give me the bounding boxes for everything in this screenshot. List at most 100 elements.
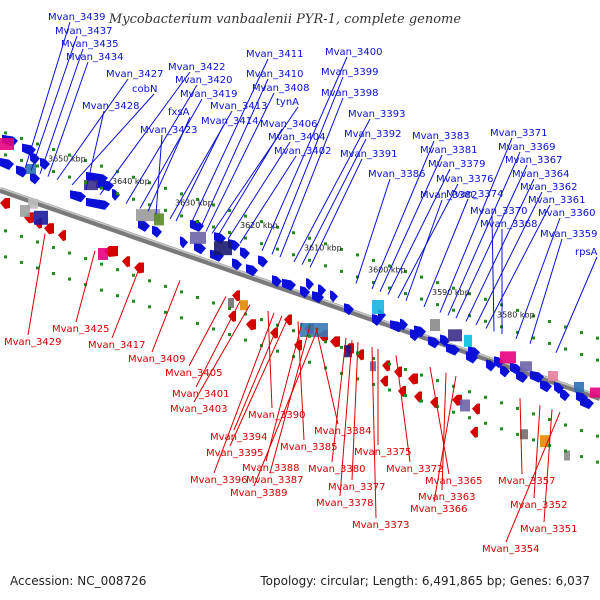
forward-gene-label[interactable]: Mvan_3371 <box>490 128 547 139</box>
forward-gene-label[interactable]: Mvan_3422 <box>168 62 225 73</box>
forward-gene-label[interactable]: cobN <box>132 84 157 95</box>
forward-gene-label[interactable]: Mvan_3439 <box>48 12 105 23</box>
reverse-gene-label[interactable]: Mvan_3363 <box>418 492 475 503</box>
forward-gene-label[interactable]: Mvan_3410 <box>246 69 303 80</box>
forward-gene-label[interactable]: Mvan_3359 <box>540 229 597 240</box>
gene-leader-line <box>147 116 191 212</box>
forward-gene-label[interactable]: Mvan_3381 <box>420 145 477 156</box>
reverse-gene-label[interactable]: Mvan_3429 <box>4 337 61 348</box>
forward-gene-label[interactable]: Mvan_3420 <box>175 75 232 86</box>
forward-gene-arrow <box>560 389 570 402</box>
scale-tick <box>308 236 311 240</box>
gene-leader-line <box>315 327 339 425</box>
forward-gene-label[interactable]: Mvan_3361 <box>528 195 585 206</box>
reverse-gene-label[interactable]: Mvan_3366 <box>410 504 467 515</box>
reverse-gene-label[interactable]: Mvan_3365 <box>425 476 482 487</box>
forward-gene-label[interactable]: Mvan_3423 <box>140 125 197 136</box>
forward-gene-label[interactable]: Mvan_3428 <box>82 101 139 112</box>
forward-gene-label[interactable]: Mvan_3419 <box>180 89 237 100</box>
reverse-gene-label[interactable]: Mvan_3394 <box>210 432 267 443</box>
scale-tick <box>356 253 359 257</box>
reverse-gene-label[interactable]: Mvan_3425 <box>52 324 109 335</box>
forward-gene-arrow <box>410 329 420 342</box>
kbp-marker: 3620 kbp <box>240 221 278 230</box>
reverse-gene-label[interactable]: Mvan_3389 <box>230 488 287 499</box>
reverse-gene-label[interactable]: Mvan_3378 <box>316 498 373 509</box>
gene-leader-line <box>217 128 283 236</box>
forward-gene-label[interactable]: Mvan_3379 <box>428 159 485 170</box>
reverse-gene-label[interactable]: Mvan_3390 <box>248 410 305 421</box>
forward-gene-label[interactable]: Mvan_3393 <box>348 109 405 120</box>
forward-gene-label[interactable]: Mvan_3391 <box>340 149 397 160</box>
reverse-gene-arrow <box>380 375 388 387</box>
forward-gene-label[interactable]: tynA <box>276 97 299 108</box>
scale-tick <box>4 153 7 157</box>
scale-tick <box>36 266 39 270</box>
forward-gene-label[interactable]: Mvan_3386 <box>368 169 425 180</box>
forward-gene-label[interactable]: Mvan_3406 <box>260 119 317 130</box>
forward-gene-label[interactable]: Mvan_3414 <box>201 116 258 127</box>
forward-gene-label[interactable]: Mvan_3402 <box>274 146 331 157</box>
forward-gene-label[interactable]: Mvan_3427 <box>106 69 163 80</box>
scale-tick <box>404 394 407 398</box>
reverse-gene-label[interactable]: Mvan_3357 <box>498 476 555 487</box>
forward-gene-label[interactable]: Mvan_3411 <box>246 49 303 60</box>
scale-tick <box>228 209 231 213</box>
forward-gene-label[interactable]: Mvan_3413 <box>210 101 267 112</box>
forward-gene-label[interactable]: Mvan_3364 <box>512 169 569 180</box>
gene-leader-line <box>75 250 96 323</box>
reverse-gene-label[interactable]: Mvan_3352 <box>510 500 567 511</box>
forward-gene-label[interactable]: Mvan_3374 <box>446 189 503 200</box>
forward-gene-label[interactable]: Mvan_3398 <box>321 88 378 99</box>
scale-tick <box>20 136 23 140</box>
reverse-gene-label[interactable]: Mvan_3409 <box>128 354 185 365</box>
forward-gene-label[interactable]: rpsA <box>575 247 598 258</box>
scale-tick <box>596 358 599 362</box>
forward-gene-label[interactable]: Mvan_3404 <box>268 132 325 143</box>
reverse-gene-label[interactable]: Mvan_3385 <box>280 442 337 453</box>
forward-gene-label[interactable]: Mvan_3392 <box>344 129 401 140</box>
scale-tick <box>564 423 567 427</box>
reverse-gene-label[interactable]: Mvan_3403 <box>170 404 227 415</box>
forward-gene-label[interactable]: Mvan_3370 <box>470 206 527 217</box>
reverse-gene-label[interactable]: Mvan_3396 <box>190 475 247 486</box>
forward-gene-label[interactable]: Mvan_3382 <box>420 190 477 201</box>
forward-gene-label[interactable]: Mvan_3399 <box>321 67 378 78</box>
forward-gene-arrow <box>180 236 188 249</box>
forward-gene-label[interactable]: Mvan_3376 <box>436 174 493 185</box>
reverse-gene-label[interactable]: Mvan_3395 <box>206 448 263 459</box>
forward-gene-label[interactable]: Mvan_3367 <box>505 155 562 166</box>
reverse-gene-label[interactable]: Mvan_3375 <box>354 447 411 458</box>
forward-gene-label[interactable]: Mvan_3437 <box>55 26 112 37</box>
reverse-gene-label[interactable]: Mvan_3351 <box>520 524 577 535</box>
forward-gene-label[interactable]: Mvan_3434 <box>66 52 123 63</box>
forward-gene-label[interactable]: Mvan_3400 <box>325 47 382 58</box>
forward-gene-label[interactable]: Mvan_3360 <box>538 208 595 219</box>
gene-leader-line <box>351 342 359 481</box>
reverse-gene-label[interactable]: Mvan_3372 <box>386 464 443 475</box>
reverse-gene-label[interactable]: Mvan_3401 <box>172 389 229 400</box>
forward-gene-label[interactable]: Mvan_3362 <box>520 182 577 193</box>
reverse-gene-label[interactable]: Mvan_3380 <box>308 464 365 475</box>
forward-gene-label[interactable]: Mvan_3368 <box>480 219 537 230</box>
reverse-gene-label[interactable]: Mvan_3405 <box>165 368 222 379</box>
forward-gene-label[interactable]: Mvan_3369 <box>498 142 555 153</box>
reverse-gene-label[interactable]: Mvan_3354 <box>482 544 539 555</box>
forward-gene-arrow <box>494 356 504 369</box>
feature-block <box>300 323 328 337</box>
forward-gene-label[interactable]: Mvan_3408 <box>252 83 309 94</box>
scale-tick <box>228 333 231 337</box>
reverse-gene-label[interactable]: Mvan_3373 <box>352 520 409 531</box>
reverse-gene-label[interactable]: Mvan_3387 <box>246 475 303 486</box>
gene-leader-line <box>355 178 391 284</box>
reverse-gene-label[interactable]: Mvan_3384 <box>314 426 371 437</box>
forward-gene-label[interactable]: fxsA <box>168 107 190 118</box>
forward-gene-label[interactable]: Mvan_3383 <box>412 131 469 142</box>
scale-tick <box>388 388 391 392</box>
scale-tick <box>164 310 167 314</box>
reverse-gene-label[interactable]: Mvan_3417 <box>88 340 145 351</box>
feature-block <box>0 138 14 150</box>
reverse-gene-label[interactable]: Mvan_3377 <box>328 482 385 493</box>
forward-gene-label[interactable]: Mvan_3435 <box>61 39 118 50</box>
gene-leader-line <box>529 238 563 344</box>
